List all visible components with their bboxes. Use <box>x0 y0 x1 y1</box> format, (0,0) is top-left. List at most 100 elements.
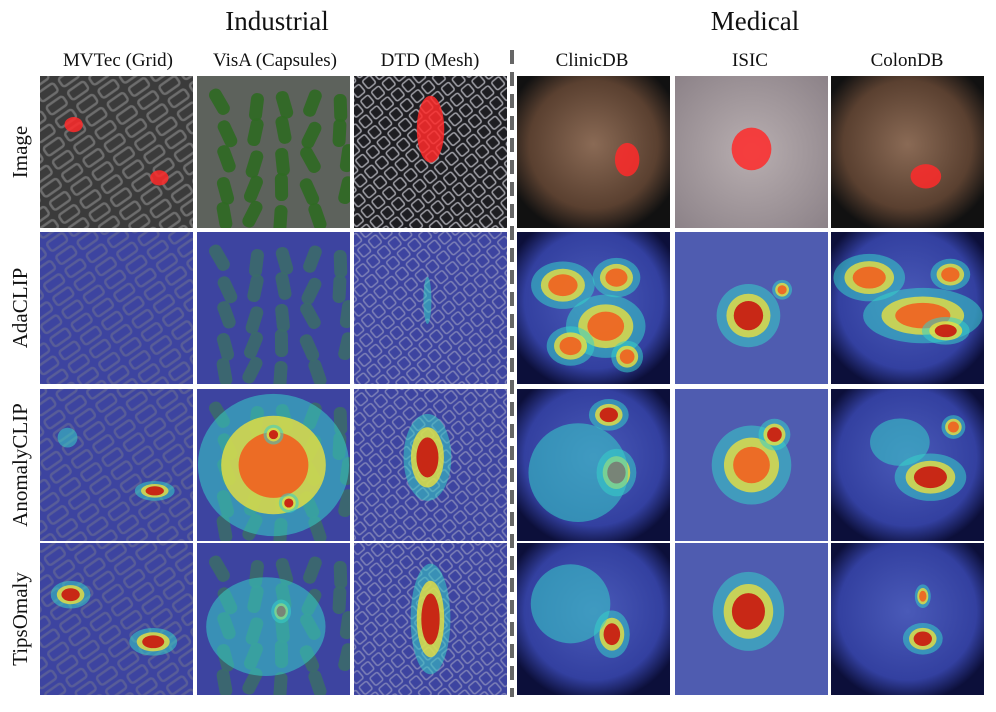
image-cell <box>197 543 350 695</box>
capsule <box>275 91 294 119</box>
capsule <box>300 146 321 173</box>
image-cell <box>354 76 507 228</box>
image-cell <box>517 389 670 541</box>
heat-core <box>421 593 440 645</box>
cell-background <box>517 76 670 228</box>
heat-core <box>587 311 625 341</box>
capsule <box>247 118 264 147</box>
cell-background <box>831 76 984 228</box>
capsule <box>217 145 236 173</box>
heat-core <box>767 427 782 442</box>
heat-outer <box>206 577 326 676</box>
heat-core <box>142 635 165 649</box>
heat-core <box>599 407 618 423</box>
heat-core <box>947 421 959 433</box>
capsule <box>275 271 292 300</box>
image-cell <box>354 543 507 695</box>
group-title: Medical <box>711 6 799 36</box>
cell-background <box>831 543 984 695</box>
row-label: TipsOmaly <box>8 572 32 666</box>
image-cell <box>354 389 507 541</box>
capsule <box>274 172 289 201</box>
group-title: Industrial <box>225 6 328 36</box>
capsule <box>303 245 322 273</box>
image-cell <box>675 543 828 695</box>
capsule <box>244 331 263 359</box>
capsule <box>216 177 235 205</box>
image-cell <box>517 76 670 228</box>
image-cell <box>197 389 350 541</box>
image-cell <box>40 76 193 228</box>
capsule <box>217 276 238 304</box>
image-cell <box>517 543 670 695</box>
anomaly-mask <box>910 164 942 189</box>
capsule <box>245 306 264 334</box>
anomaly-mask <box>150 170 169 186</box>
heat-core <box>913 631 932 647</box>
capsule <box>273 672 288 695</box>
image-cell <box>831 232 984 384</box>
heat-core <box>605 268 628 287</box>
heat-core <box>941 267 960 282</box>
heat-outer <box>57 427 78 448</box>
texture <box>40 389 193 541</box>
capsule <box>339 144 350 173</box>
capsule <box>274 328 289 357</box>
capsule <box>299 334 320 362</box>
capsule <box>300 302 321 329</box>
capsule <box>338 332 350 361</box>
anomaly-mask <box>416 95 445 163</box>
heat-core <box>619 349 635 364</box>
image-cell <box>40 232 193 384</box>
image-cell <box>197 232 350 384</box>
image-cell <box>675 389 828 541</box>
capsule <box>303 556 322 584</box>
capsule <box>339 611 350 640</box>
capsule <box>333 249 348 278</box>
column-header: MVTec (Grid) <box>63 50 173 71</box>
capsule <box>273 361 288 384</box>
column-header: VisA (Capsules) <box>213 50 337 71</box>
heat-core <box>731 593 765 630</box>
heat-core <box>777 285 787 295</box>
heat-core <box>733 301 764 331</box>
heat-outer <box>870 418 930 466</box>
capsule <box>308 359 327 384</box>
texture <box>40 543 193 695</box>
image-cell <box>40 389 193 541</box>
heat-core <box>603 623 621 646</box>
image-cell <box>40 543 193 695</box>
capsule <box>301 121 322 149</box>
capsule <box>216 357 233 384</box>
heat-core <box>145 486 164 496</box>
anomaly-mask <box>614 142 640 177</box>
capsule <box>209 555 230 582</box>
anomaly-mask <box>64 117 83 133</box>
capsule <box>249 93 264 122</box>
heat-outer <box>423 276 432 325</box>
row-label: AdaCLIP <box>8 268 32 349</box>
capsule <box>338 643 350 672</box>
capsule <box>338 489 350 518</box>
image-cell <box>354 232 507 384</box>
capsule <box>249 249 264 278</box>
heat-core <box>416 437 439 478</box>
capsule <box>275 303 290 332</box>
heat-core <box>559 336 582 356</box>
capsule <box>273 205 288 228</box>
capsule <box>338 176 350 205</box>
heat-core <box>934 324 957 338</box>
capsule <box>308 670 327 695</box>
column-header: ISIC <box>732 50 768 71</box>
heat-core <box>268 430 279 440</box>
image-cell <box>675 232 828 384</box>
image-grid <box>40 76 984 695</box>
texture <box>40 232 193 384</box>
capsule <box>333 560 348 589</box>
capsule <box>244 175 263 203</box>
heat-outer <box>530 564 611 644</box>
image-cell <box>517 232 670 384</box>
capsule <box>275 247 294 275</box>
capsule <box>217 120 238 148</box>
